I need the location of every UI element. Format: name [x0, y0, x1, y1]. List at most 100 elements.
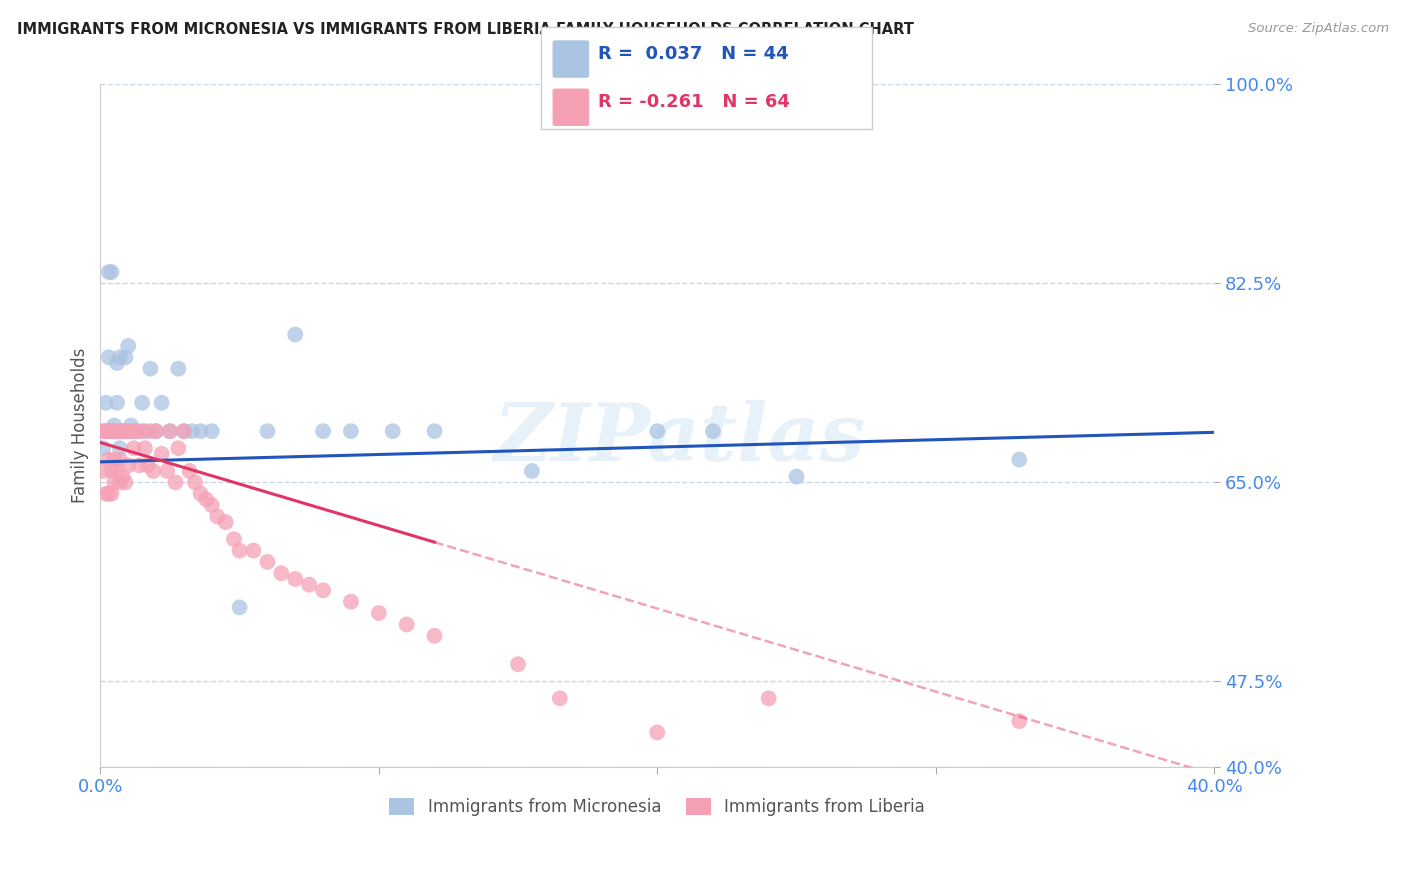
Point	[506, 657, 529, 672]
Point	[108, 452, 131, 467]
Point	[103, 475, 125, 490]
Point	[108, 475, 131, 490]
Point	[120, 418, 142, 433]
Point	[228, 543, 250, 558]
Point	[167, 442, 190, 456]
Point	[125, 424, 148, 438]
Point	[298, 577, 321, 591]
Point	[181, 424, 204, 438]
Point	[159, 424, 181, 438]
Legend: Immigrants from Micronesia, Immigrants from Liberia: Immigrants from Micronesia, Immigrants f…	[382, 791, 932, 823]
Point	[136, 458, 159, 473]
Point	[201, 498, 224, 512]
Point	[97, 452, 120, 467]
Point	[134, 424, 156, 438]
Point	[122, 442, 145, 456]
Text: IMMIGRANTS FROM MICRONESIA VS IMMIGRANTS FROM LIBERIA FAMILY HOUSEHOLDS CORRELAT: IMMIGRANTS FROM MICRONESIA VS IMMIGRANTS…	[17, 22, 914, 37]
Point	[105, 396, 128, 410]
Point	[190, 486, 212, 500]
Point	[122, 424, 145, 438]
Point	[548, 691, 571, 706]
Point	[423, 424, 446, 438]
Point	[139, 361, 162, 376]
Point	[108, 442, 131, 456]
Point	[340, 424, 363, 438]
Text: R =  0.037   N = 44: R = 0.037 N = 44	[598, 45, 789, 63]
Point	[785, 469, 807, 483]
Point	[395, 617, 418, 632]
Point	[758, 691, 780, 706]
Point	[150, 396, 173, 410]
Point	[105, 464, 128, 478]
Text: ZIPatlas: ZIPatlas	[494, 401, 866, 478]
Point	[159, 424, 181, 438]
Point	[97, 424, 120, 438]
Point	[117, 424, 139, 438]
Point	[108, 424, 131, 438]
Point	[117, 424, 139, 438]
Point	[184, 475, 207, 490]
Point	[195, 492, 218, 507]
Point	[114, 475, 136, 490]
Point	[139, 424, 162, 438]
Point	[117, 339, 139, 353]
Point	[94, 424, 117, 438]
Point	[645, 424, 668, 438]
Point	[256, 424, 278, 438]
Point	[111, 424, 134, 438]
Point	[131, 396, 153, 410]
Point	[97, 265, 120, 279]
Point	[103, 424, 125, 438]
Point	[97, 486, 120, 500]
Point	[91, 424, 114, 438]
Point	[97, 424, 120, 438]
Point	[173, 424, 195, 438]
Point	[128, 458, 150, 473]
Point	[1008, 714, 1031, 728]
Point	[228, 600, 250, 615]
Point	[103, 452, 125, 467]
Point	[114, 424, 136, 438]
Point	[100, 486, 122, 500]
Point	[91, 464, 114, 478]
Point	[94, 424, 117, 438]
Point	[645, 725, 668, 739]
Point	[100, 265, 122, 279]
Point	[105, 424, 128, 438]
Point	[91, 442, 114, 456]
Point	[173, 424, 195, 438]
Point	[134, 442, 156, 456]
Point	[312, 583, 335, 598]
Point	[520, 464, 543, 478]
Point	[270, 566, 292, 581]
Point	[120, 424, 142, 438]
Point	[103, 424, 125, 438]
Point	[381, 424, 404, 438]
Point	[207, 509, 229, 524]
Point	[94, 486, 117, 500]
Point	[214, 515, 236, 529]
Point	[145, 424, 167, 438]
Point	[222, 532, 245, 546]
Point	[94, 396, 117, 410]
Point	[131, 424, 153, 438]
Point	[117, 458, 139, 473]
Point	[201, 424, 224, 438]
Point	[284, 572, 307, 586]
Point	[702, 424, 724, 438]
Point	[156, 464, 179, 478]
Point	[242, 543, 264, 558]
Y-axis label: Family Households: Family Households	[72, 348, 89, 503]
Point	[165, 475, 187, 490]
Point	[114, 351, 136, 365]
Point	[367, 606, 389, 620]
Point	[97, 351, 120, 365]
Point	[284, 327, 307, 342]
Point	[179, 464, 201, 478]
Point	[1008, 452, 1031, 467]
Point	[145, 424, 167, 438]
Point	[100, 424, 122, 438]
Point	[142, 464, 165, 478]
Point	[103, 418, 125, 433]
Point	[340, 595, 363, 609]
